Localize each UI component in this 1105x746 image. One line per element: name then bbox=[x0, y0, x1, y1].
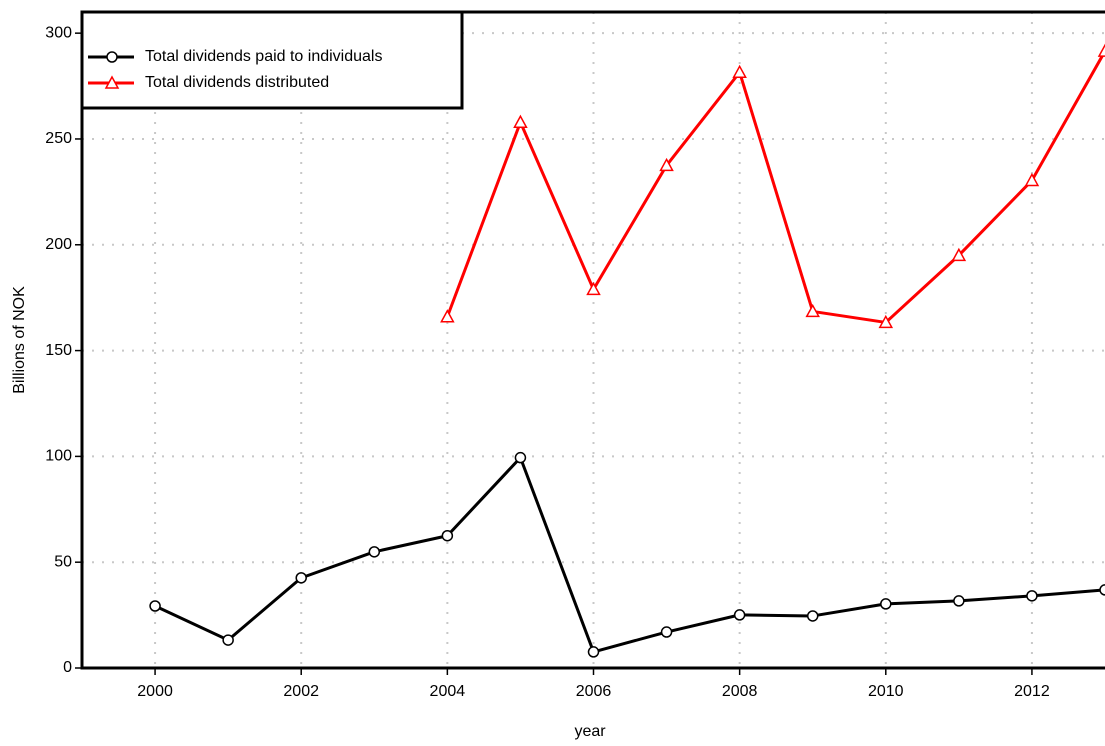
marker bbox=[513, 114, 528, 128]
marker bbox=[514, 451, 527, 464]
y-tick-label: 0 bbox=[63, 659, 72, 676]
x-axis-label: year bbox=[574, 723, 606, 740]
y-tick-label: 200 bbox=[45, 236, 72, 253]
marker bbox=[660, 626, 673, 638]
marker bbox=[586, 281, 601, 296]
y-axis-label: Billions of NOK bbox=[11, 286, 28, 394]
marker bbox=[953, 595, 965, 607]
plot-frame bbox=[80, 10, 1105, 670]
marker bbox=[880, 598, 892, 610]
y-tick-label: 300 bbox=[45, 24, 72, 41]
y-tick-label: 50 bbox=[54, 553, 72, 570]
x-tick-label: 2004 bbox=[430, 683, 466, 700]
marker bbox=[878, 314, 894, 329]
x-tick-label: 2000 bbox=[137, 683, 173, 700]
marker bbox=[1026, 590, 1038, 602]
x-tick-label: 2006 bbox=[576, 683, 612, 700]
marker bbox=[222, 634, 234, 646]
legend-label: Total dividends paid to individuals bbox=[145, 48, 382, 65]
marker bbox=[1024, 172, 1040, 187]
x-tick-label: 2008 bbox=[722, 683, 758, 700]
marker bbox=[440, 309, 455, 323]
marker bbox=[659, 157, 674, 172]
marker bbox=[368, 546, 381, 558]
x-tick-label: 2010 bbox=[868, 683, 904, 700]
marker bbox=[587, 646, 600, 658]
series-line bbox=[154, 456, 1105, 654]
x-tick-label: 2012 bbox=[1014, 683, 1050, 700]
marker bbox=[295, 572, 307, 584]
legend-box bbox=[80, 10, 464, 110]
y-tick-label: 250 bbox=[45, 130, 72, 147]
y-tick-label: 100 bbox=[45, 448, 72, 465]
marker bbox=[441, 529, 454, 542]
marker bbox=[1099, 584, 1105, 596]
marker bbox=[149, 600, 161, 612]
marker bbox=[1097, 43, 1105, 57]
marker bbox=[732, 64, 747, 79]
legend-marker bbox=[104, 75, 120, 89]
legend-label: Total dividends distributed bbox=[145, 74, 329, 91]
marker bbox=[951, 247, 967, 262]
legend-marker bbox=[106, 51, 118, 63]
y-tick-label: 150 bbox=[45, 342, 72, 359]
marker bbox=[733, 609, 746, 621]
series-line bbox=[445, 50, 1105, 324]
marker bbox=[805, 303, 820, 318]
marker bbox=[806, 610, 819, 622]
x-tick-label: 2002 bbox=[283, 683, 319, 700]
